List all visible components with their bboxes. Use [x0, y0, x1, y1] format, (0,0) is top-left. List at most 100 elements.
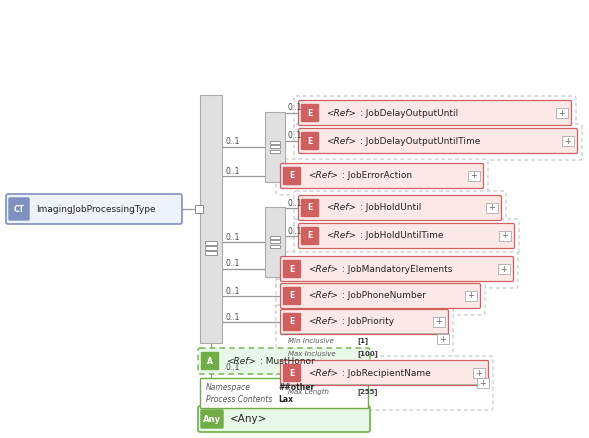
FancyBboxPatch shape — [283, 260, 301, 278]
Text: <Ref>: <Ref> — [308, 368, 338, 378]
Text: CT: CT — [14, 205, 25, 213]
Text: +: + — [502, 232, 508, 240]
Text: <Ref>: <Ref> — [308, 292, 338, 300]
Bar — [265, 207, 285, 277]
Text: <Ref>: <Ref> — [326, 204, 356, 212]
Bar — [477, 378, 489, 388]
Text: +: + — [488, 204, 495, 212]
Bar — [200, 378, 368, 408]
Text: : JobMandatoryElements: : JobMandatoryElements — [342, 265, 452, 273]
Bar — [556, 108, 568, 118]
FancyBboxPatch shape — [6, 194, 182, 224]
Bar — [270, 150, 280, 153]
Text: E: E — [307, 204, 313, 212]
Text: +: + — [468, 292, 474, 300]
Bar — [562, 136, 574, 146]
FancyBboxPatch shape — [276, 279, 485, 315]
FancyBboxPatch shape — [201, 352, 219, 370]
Text: : JobHoldUntil: : JobHoldUntil — [360, 204, 421, 212]
FancyBboxPatch shape — [280, 163, 484, 188]
Text: 0..1: 0..1 — [288, 131, 302, 141]
Text: ##other: ##other — [278, 382, 315, 392]
Bar — [270, 236, 280, 239]
Text: Max Inclusive: Max Inclusive — [288, 351, 336, 357]
FancyBboxPatch shape — [280, 310, 448, 335]
FancyBboxPatch shape — [301, 132, 319, 150]
Text: +: + — [475, 368, 482, 378]
Text: Any: Any — [203, 414, 221, 424]
FancyBboxPatch shape — [280, 257, 514, 282]
Bar — [499, 231, 511, 241]
Text: E: E — [289, 292, 294, 300]
FancyBboxPatch shape — [294, 219, 519, 255]
FancyBboxPatch shape — [200, 410, 223, 428]
FancyBboxPatch shape — [283, 313, 301, 331]
Text: : JobPhoneNumber: : JobPhoneNumber — [342, 292, 426, 300]
FancyBboxPatch shape — [280, 283, 481, 308]
FancyBboxPatch shape — [280, 360, 488, 385]
Bar — [200, 95, 222, 343]
Text: 0..1: 0..1 — [288, 103, 302, 113]
Text: Min Inclusive: Min Inclusive — [288, 338, 334, 344]
FancyBboxPatch shape — [276, 305, 453, 373]
Text: <Ref>: <Ref> — [226, 357, 256, 365]
Text: E: E — [307, 137, 313, 145]
Bar — [437, 334, 449, 344]
Bar — [205, 246, 217, 250]
FancyBboxPatch shape — [276, 356, 493, 410]
Text: <Ref>: <Ref> — [326, 109, 356, 117]
FancyBboxPatch shape — [294, 191, 506, 227]
FancyBboxPatch shape — [294, 124, 582, 160]
Bar — [265, 112, 285, 182]
Text: <Ref>: <Ref> — [308, 318, 338, 326]
FancyBboxPatch shape — [299, 195, 501, 220]
FancyBboxPatch shape — [198, 406, 370, 432]
FancyBboxPatch shape — [299, 100, 571, 126]
Text: [1]: [1] — [357, 338, 368, 344]
Text: : MustHonor: : MustHonor — [260, 357, 315, 365]
FancyBboxPatch shape — [283, 364, 301, 382]
FancyBboxPatch shape — [299, 128, 577, 153]
FancyBboxPatch shape — [301, 227, 319, 245]
FancyBboxPatch shape — [276, 159, 488, 195]
Text: E: E — [289, 265, 294, 273]
Text: +: + — [439, 335, 446, 343]
FancyBboxPatch shape — [276, 252, 518, 288]
Text: : JobHoldUntilTime: : JobHoldUntilTime — [360, 232, 444, 240]
FancyBboxPatch shape — [283, 287, 301, 305]
Bar — [270, 145, 280, 148]
FancyBboxPatch shape — [283, 167, 301, 185]
Text: A: A — [207, 357, 213, 365]
Text: Process Contents: Process Contents — [206, 395, 272, 403]
Text: +: + — [565, 137, 571, 145]
Bar — [473, 368, 485, 378]
FancyBboxPatch shape — [294, 96, 576, 132]
Text: +: + — [471, 172, 478, 180]
Text: +: + — [501, 265, 508, 273]
Text: <Any>: <Any> — [230, 414, 267, 424]
FancyBboxPatch shape — [301, 199, 319, 217]
Bar — [205, 251, 217, 254]
Text: +: + — [435, 318, 442, 326]
Bar — [270, 141, 280, 144]
Text: : JobRecipientName: : JobRecipientName — [342, 368, 431, 378]
Text: <Ref>: <Ref> — [308, 172, 338, 180]
Text: [255]: [255] — [357, 389, 378, 396]
Text: Namespace: Namespace — [206, 382, 251, 392]
Text: +: + — [558, 109, 565, 117]
Text: : JobDelayOutputUntilTime: : JobDelayOutputUntilTime — [360, 137, 481, 145]
Text: 0..1: 0..1 — [225, 233, 239, 241]
Text: E: E — [289, 318, 294, 326]
Text: 0..1: 0..1 — [225, 364, 239, 372]
Text: 0..1: 0..1 — [225, 259, 239, 268]
Text: E: E — [307, 232, 313, 240]
FancyBboxPatch shape — [301, 104, 319, 122]
Bar — [465, 291, 477, 301]
Text: : JobDelayOutputUntil: : JobDelayOutputUntil — [360, 109, 458, 117]
Bar — [205, 241, 217, 245]
FancyBboxPatch shape — [198, 348, 370, 374]
Text: 0..1: 0..1 — [288, 198, 302, 208]
Text: <Ref>: <Ref> — [308, 265, 338, 273]
Bar — [270, 245, 280, 248]
Bar — [195, 205, 203, 213]
